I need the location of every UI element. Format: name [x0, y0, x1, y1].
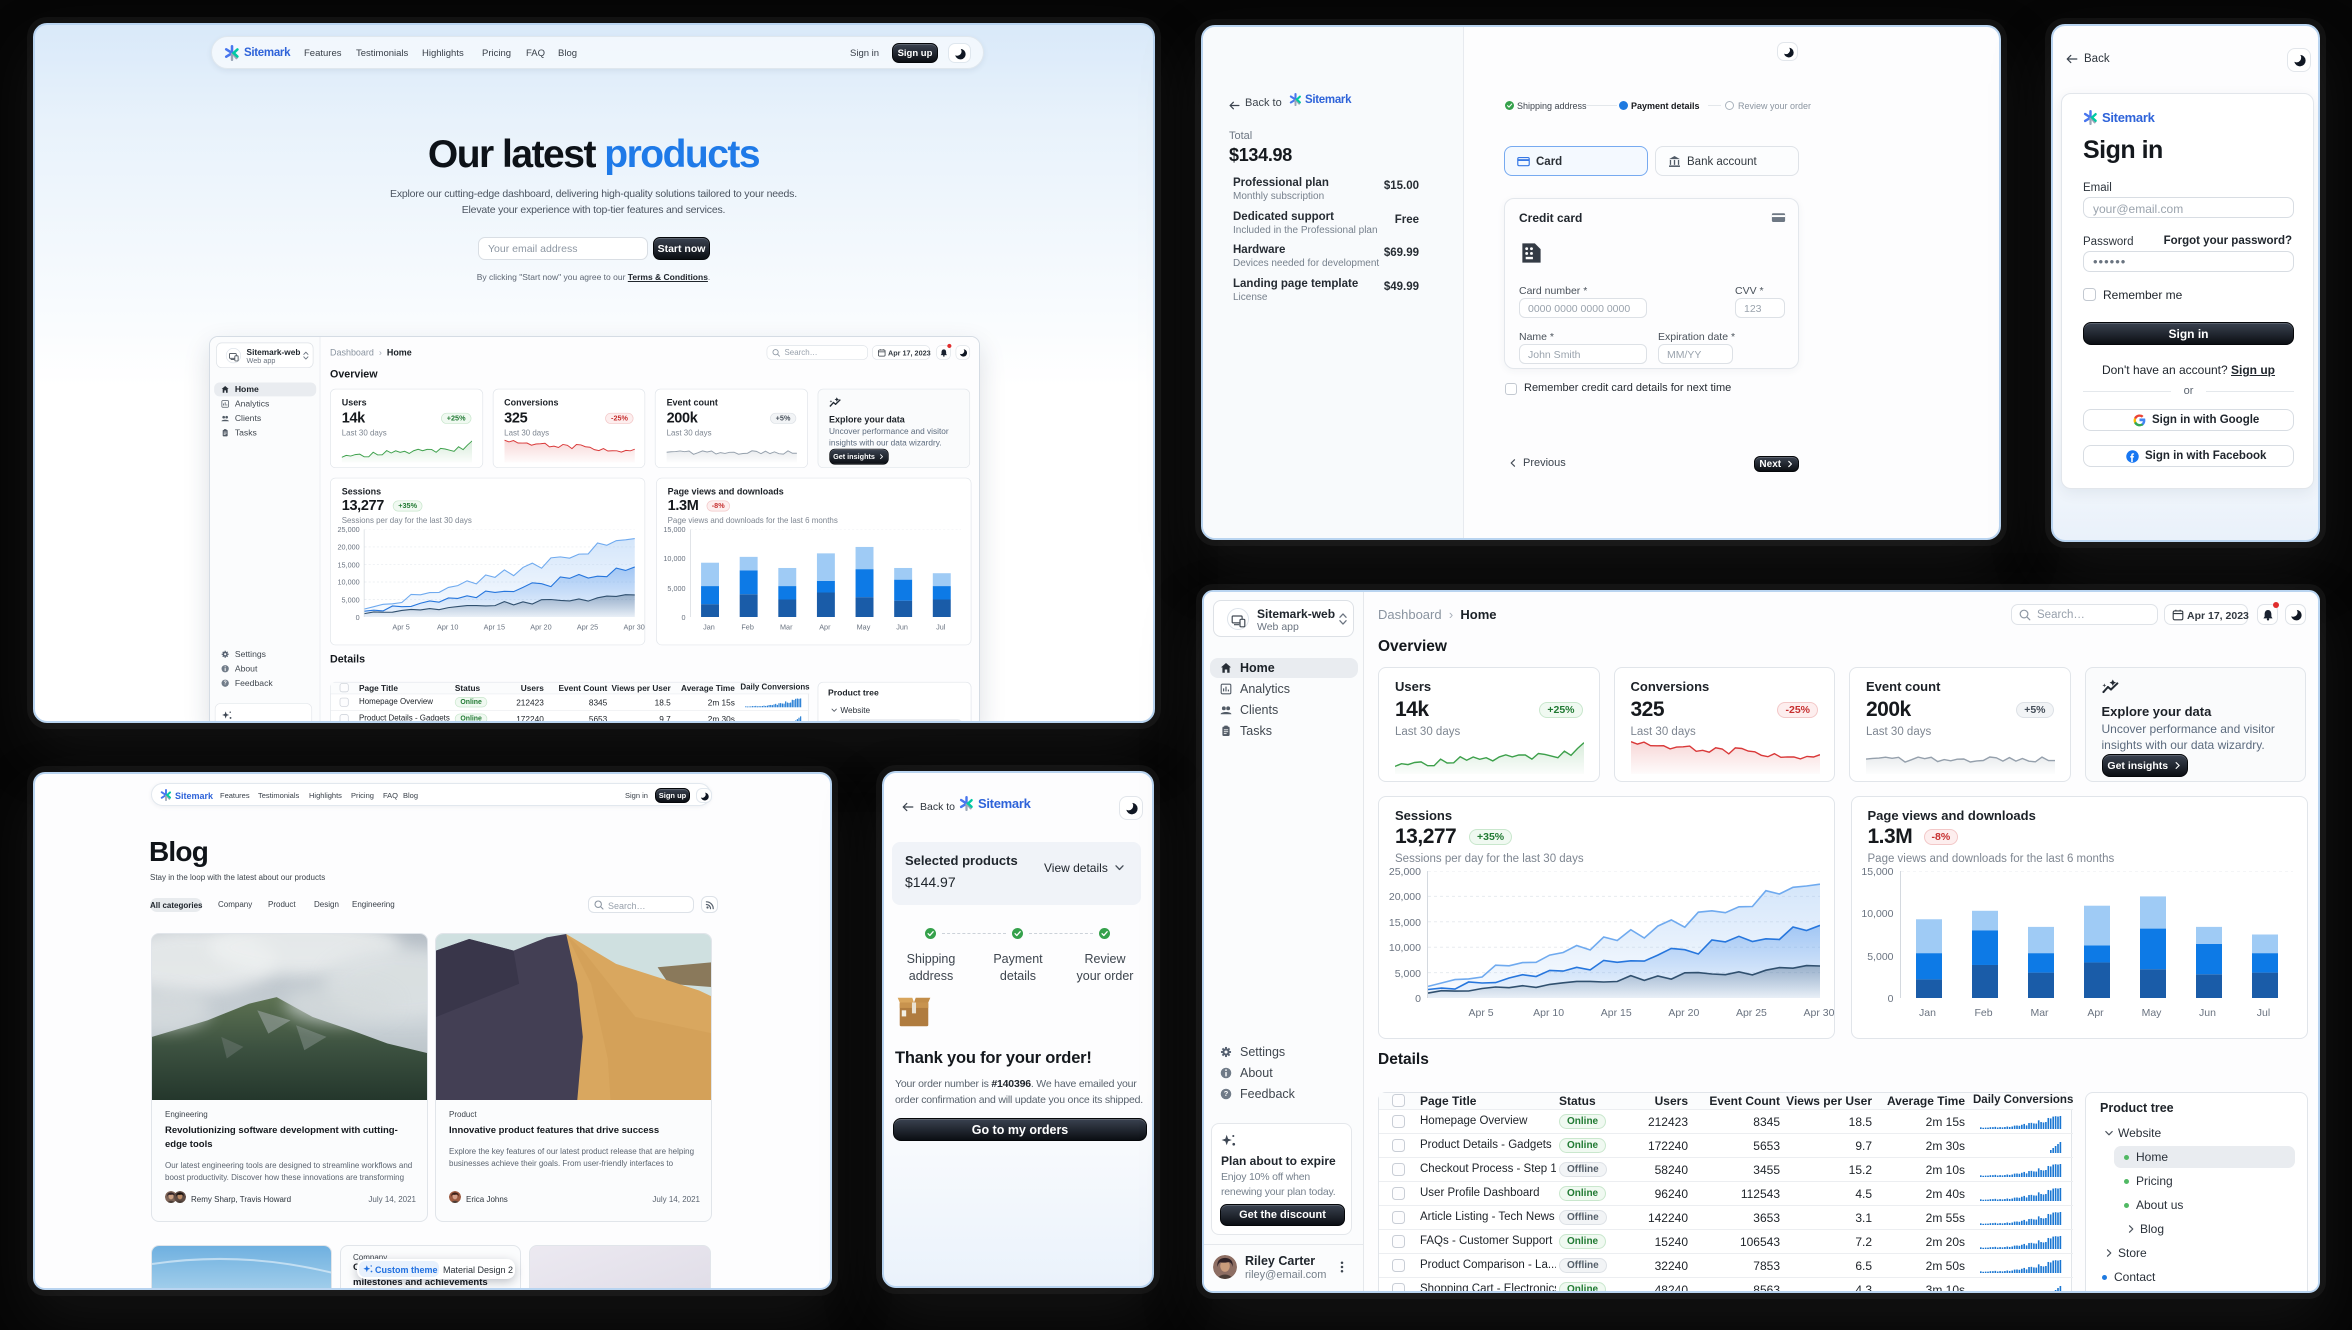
svg-text:?: ?	[224, 681, 227, 687]
svg-text:?: ?	[1224, 1089, 1229, 1098]
